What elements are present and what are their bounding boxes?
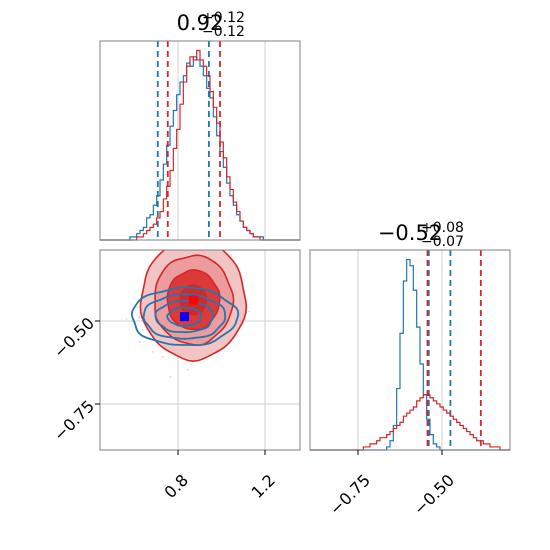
bottom-right-title-value: −0.52 — [378, 221, 442, 245]
contour-series-1-sample-point — [136, 306, 139, 309]
contour-series-0-sample-point — [151, 350, 154, 353]
bottom-left-contour-panel: 0.8 1.2 −0.50 −0.75 — [50, 235, 301, 502]
contour-series-1-sample-point — [125, 317, 128, 320]
contour-series-0-sample-point — [138, 316, 141, 319]
top-left-title-plus: +0.12 — [202, 10, 245, 26]
contour-series-0-sample-point — [138, 341, 141, 344]
contour-series-1-sample-point — [138, 315, 141, 318]
contour-series-0-sample-point — [190, 363, 193, 366]
top-left-title-minus: −0.12 — [202, 24, 245, 40]
bottom-right-histogram-panel: −0.52 +0.08 −0.07 −0.75 −0.50 — [309, 220, 511, 519]
contour-series-1-level-0 — [130, 286, 240, 347]
x-tick-label: 0.8 — [161, 471, 192, 502]
top-left-hist-series-0-step — [100, 56, 300, 241]
bottom-right-x-ticks: −0.75 −0.50 — [326, 450, 458, 519]
contour-series-1-level-3 — [166, 306, 202, 327]
contour-series-1-sample-point — [141, 328, 144, 331]
bottom-left-y-ticks: −0.50 −0.75 — [50, 314, 100, 445]
top-left-hist-series-1-step — [100, 49, 300, 241]
top-left-title-value: 0.92 — [177, 11, 224, 35]
bottom-right-title: −0.52 — [378, 221, 442, 245]
contour-series-0-sample-point — [145, 328, 148, 331]
contour-series-0-center-marker — [188, 295, 198, 305]
bottom-left-x-ticks: 0.8 1.2 — [161, 450, 279, 502]
bottom-right-histogram-series — [310, 250, 510, 451]
contour-series-1-sample-point — [248, 310, 251, 313]
contour-series-1-level-2 — [154, 299, 215, 334]
top-left-title: 0.92 — [177, 11, 224, 35]
bottom-right-title-plus: +0.08 — [421, 220, 464, 236]
contour-series-0-sample-point — [186, 368, 189, 371]
y-tick-label: −0.75 — [50, 397, 98, 445]
top-left-histogram-series — [100, 41, 300, 241]
x-tick-label: −0.50 — [410, 471, 458, 519]
top-left-axes-frame — [99, 40, 301, 241]
contour-clipped-group — [125, 235, 251, 378]
contour-series-0-sample-point — [169, 376, 172, 378]
y-tick-label: −0.50 — [50, 314, 98, 362]
contour-series-1-level-1 — [142, 293, 227, 340]
x-tick-label: −0.75 — [326, 471, 374, 519]
top-left-histogram-panel: 0.92 +0.12 −0.12 — [99, 10, 301, 241]
x-tick-label: 1.2 — [248, 471, 279, 502]
contour-series-0-sample-point — [230, 254, 233, 257]
contour-series-0-sample-point — [232, 236, 234, 238]
contour-series-0-sample-point — [161, 355, 164, 358]
bottom-left-contour-series — [125, 235, 251, 378]
contour-series-0-sample-point — [222, 235, 224, 237]
bottom-left-axes-frame — [99, 249, 301, 451]
bottom-right-title-minus: −0.07 — [421, 234, 464, 250]
bottom-right-axes-frame — [309, 249, 511, 451]
contour-series-1-center-marker — [179, 312, 189, 322]
